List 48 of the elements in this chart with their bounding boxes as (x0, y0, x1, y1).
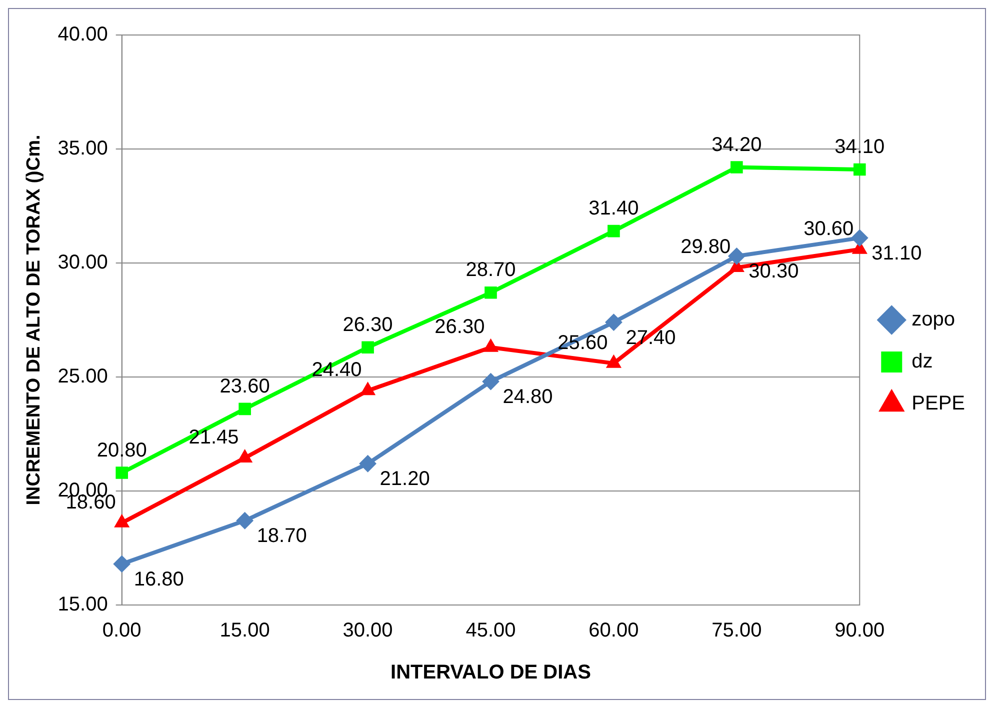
data-label: 34.10 (834, 136, 885, 158)
legend-label: PEPE (912, 392, 965, 415)
y-tick-label: 40.00 (58, 24, 108, 46)
x-tick-label: 90.00 (834, 620, 885, 642)
x-tick-label: 30.00 (342, 620, 393, 642)
point (359, 455, 376, 472)
data-label: 31.40 (588, 198, 639, 220)
x-tick-label: 0.00 (102, 620, 142, 642)
point (238, 402, 251, 416)
data-label: 29.80 (680, 236, 731, 258)
data-label: 21.20 (380, 468, 430, 490)
data-label: 30.60 (804, 218, 854, 240)
legend-label: zopo (912, 308, 956, 331)
y-axis-title: INCREMENTO DE ALTO DE TORAX ()Cm. (24, 134, 45, 506)
data-label: 26.30 (342, 314, 393, 336)
data-label: 31.10 (872, 242, 922, 264)
x-tick-label: 15.00 (220, 620, 270, 642)
data-label: 21.45 (188, 426, 239, 448)
point (362, 341, 374, 354)
data-label: 34.20 (712, 134, 762, 156)
y-tick-label: 25.00 (58, 366, 108, 388)
y-tick-label: 15.00 (58, 594, 108, 616)
x-tick-label: 75.00 (712, 620, 762, 642)
point (236, 512, 254, 530)
data-label: 23.60 (220, 375, 270, 398)
point (853, 163, 866, 176)
point (608, 224, 620, 238)
data-label: 18.70 (256, 525, 307, 548)
point (484, 286, 497, 299)
y-tick-label: 35.00 (58, 138, 108, 160)
data-label: 24.80 (502, 386, 553, 408)
data-label: 30.30 (748, 260, 799, 283)
x-tick-label: 45.00 (466, 620, 516, 642)
point (605, 314, 622, 331)
point (851, 229, 868, 246)
data-label: 16.80 (134, 568, 184, 590)
x-tick-label: 60.00 (588, 620, 639, 642)
point (728, 248, 746, 265)
y-tick-label: 30.00 (58, 252, 108, 274)
point (482, 373, 500, 390)
point (730, 161, 743, 174)
data-label: 20.80 (96, 439, 147, 462)
data-label: 28.70 (466, 259, 516, 282)
point (113, 555, 130, 572)
x-axis-title: INTERVALO DE DIAS (390, 662, 591, 684)
point (116, 466, 128, 479)
data-label: 26.30 (434, 316, 485, 338)
legend-label: dz (912, 350, 933, 373)
